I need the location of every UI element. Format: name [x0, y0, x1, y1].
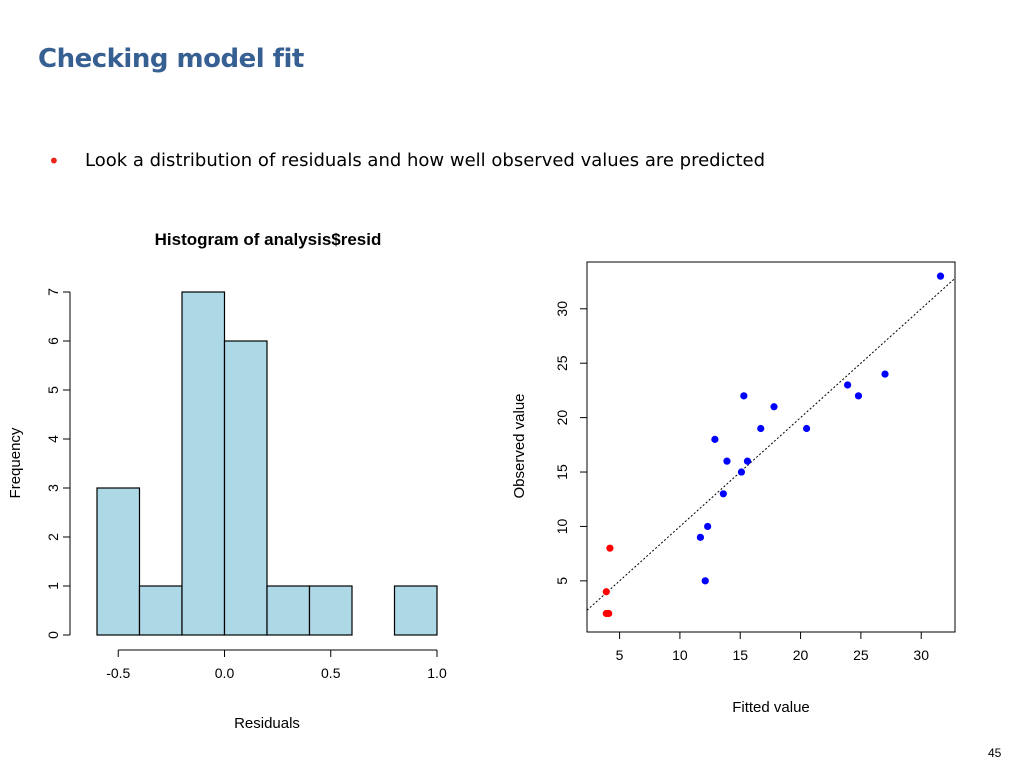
histogram-bar [181, 291, 226, 636]
scatter-point [701, 577, 709, 585]
scatter-point [719, 490, 727, 498]
histogram-y-tick-label: 2 [45, 533, 61, 541]
histogram-y-tick-label: 3 [45, 484, 61, 492]
slide-title: Checking model fit [38, 44, 304, 74]
page-number: 45 [988, 746, 1002, 760]
scatter-chart: 5 10 15 20 25 30 5 10 15 20 25 30 Fitted value Obs… [511, 261, 956, 716]
scatter-point [936, 272, 945, 280]
histogram-x-tick-label: 0.0 [215, 665, 235, 681]
scatter-y-tick-label: 20 [554, 410, 570, 426]
scatter-point [881, 370, 889, 378]
scatter-point [854, 392, 863, 400]
scatter-x-tick-label: 5 [616, 647, 624, 663]
scatter-point [704, 522, 712, 531]
scatter-point [740, 392, 748, 400]
scatter-y-tick-label: 15 [554, 464, 570, 480]
scatter-y-tick-label: 30 [554, 301, 570, 317]
histogram-bar [308, 585, 353, 636]
scatter-point [737, 468, 746, 476]
scatter-point [770, 403, 778, 411]
scatter-point [844, 381, 852, 389]
scatter-point [602, 588, 610, 596]
scatter-x-tick-label: 30 [913, 647, 929, 663]
histogram-y-tick-label: 0 [45, 631, 61, 639]
histogram-bar [393, 585, 438, 636]
histogram-bar [96, 487, 141, 636]
histogram-x-label: Residuals [234, 715, 300, 732]
histogram-title: Histogram of analysis$resid [155, 230, 382, 249]
scatter-point [696, 533, 705, 541]
scatter-plot-frame [586, 261, 956, 633]
histogram-y-label: Frequency [7, 427, 24, 498]
scatter-point [723, 457, 731, 465]
scatter-x-tick-label: 10 [672, 647, 688, 663]
scatter-point [802, 424, 811, 433]
scatter-reference-line [586, 277, 956, 611]
scatter-x-label: Fitted value [732, 699, 810, 716]
histogram-x-tick-label: 1.0 [427, 665, 447, 681]
scatter-point [743, 457, 752, 465]
scatter-point [605, 609, 613, 618]
bullet-item: • Look a distribution of residuals and h… [48, 150, 765, 171]
scatter-y-tick-label: 5 [554, 577, 570, 585]
histogram-y-tick-label: 5 [45, 386, 61, 394]
histogram-x-tick-label: 0.5 [321, 665, 341, 681]
scatter-x-tick-label: 20 [793, 647, 809, 663]
histogram-bar [266, 585, 311, 636]
scatter-y-tick-label: 10 [554, 518, 570, 534]
scatter-point [606, 544, 614, 552]
bullet-text: Look a distribution of residuals and how… [85, 150, 766, 171]
scatter-y-label: Observed value [511, 393, 528, 498]
histogram-bar [138, 585, 183, 636]
histogram-y-tick-label: 4 [45, 435, 61, 443]
histogram-y-tick-label: 7 [45, 288, 61, 296]
histogram-bar [223, 340, 268, 636]
bullet-dot-icon: • [48, 148, 60, 173]
histogram-x-tick-label: -0.5 [106, 665, 130, 681]
histogram-chart: Histogram of analysis$resid 0 1 2 3 4 5 6 7 -0.… [7, 230, 447, 732]
scatter-point [711, 435, 719, 443]
scatter-x-tick-label: 15 [732, 647, 748, 663]
scatter-point [757, 424, 765, 433]
scatter-x-tick-label: 25 [853, 647, 869, 663]
histogram-y-tick-label: 1 [45, 582, 61, 590]
scatter-y-tick-label: 25 [554, 355, 570, 371]
histogram-y-tick-label: 6 [45, 337, 61, 345]
